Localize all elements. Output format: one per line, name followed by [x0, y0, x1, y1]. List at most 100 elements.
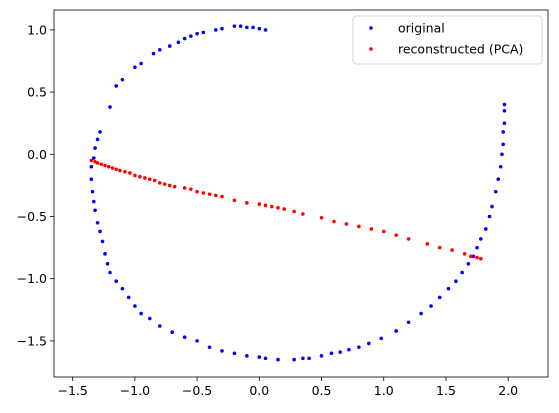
reconstructed-point: [99, 162, 104, 167]
original-point: [120, 286, 125, 291]
original-point: [133, 65, 137, 70]
reconstructed-point: [369, 227, 374, 231]
x-tick-label: 2.0: [498, 383, 518, 398]
reconstructed-point: [344, 222, 349, 226]
reconstructed-point: [450, 248, 454, 252]
original-point: [213, 28, 218, 32]
reconstructed-point: [201, 191, 206, 195]
reconstructed-point: [437, 245, 442, 250]
original-point: [95, 137, 100, 142]
original-point: [92, 199, 96, 204]
reconstructed-point: [106, 164, 111, 169]
reconstructed-point: [123, 169, 127, 174]
original-point: [232, 351, 237, 356]
reconstructed-point: [195, 189, 199, 194]
original-point: [151, 51, 156, 56]
original-point: [446, 286, 451, 291]
original-point: [245, 354, 249, 358]
original-point: [93, 146, 97, 150]
original-point: [307, 356, 311, 361]
original-point: [220, 349, 224, 353]
original-point: [493, 189, 498, 194]
axes-frame: [53, 9, 549, 378]
original-point: [498, 164, 503, 169]
original-point: [502, 121, 507, 126]
x-tick-label: −1.5: [57, 383, 87, 398]
original-point: [437, 295, 442, 300]
original-point: [114, 279, 119, 284]
original-point: [479, 237, 483, 241]
reconstructed-point: [257, 202, 262, 206]
x-tick-label: 1.0: [374, 383, 394, 398]
reconstructed-point: [114, 167, 119, 172]
legend-label-reconstructed: reconstructed (PCA): [398, 42, 523, 57]
reconstructed-point: [89, 158, 94, 163]
x-tick-label: −0.5: [182, 383, 212, 398]
reconstructed-point: [245, 201, 249, 205]
original-point: [454, 279, 458, 284]
original-point: [496, 177, 501, 181]
reconstructed-point: [232, 198, 237, 203]
y-tick-label: 1.0: [27, 22, 47, 37]
reconstructed-point: [475, 255, 479, 260]
original-point: [157, 324, 162, 328]
original-point: [471, 254, 476, 259]
reconstructed-point: [292, 209, 296, 214]
original-point: [319, 354, 324, 358]
reconstructed-point: [143, 176, 147, 180]
original-point: [502, 102, 507, 107]
reconstructed-point: [479, 257, 483, 261]
original-point: [276, 357, 280, 362]
legend-box: [352, 15, 543, 65]
reconstructed-point: [220, 194, 224, 199]
plot-area: [89, 24, 507, 362]
original-point: [460, 270, 464, 275]
x-tick-label: 0.5: [312, 383, 332, 398]
legend-marker-reconstructed: [369, 47, 373, 51]
original-point: [108, 270, 112, 275]
y-tick-label: 0.0: [27, 147, 47, 162]
original-point: [379, 336, 384, 341]
reconstructed-point: [301, 212, 305, 216]
reconstructed-point: [406, 237, 411, 241]
reconstructed-point: [469, 254, 473, 259]
original-point: [232, 24, 237, 28]
original-point: [475, 245, 479, 250]
x-tick-label: 0.0: [249, 383, 269, 398]
original-point: [419, 311, 423, 316]
original-point: [170, 330, 175, 335]
axis-ticks: −1.5 −1.0 −0.5 0.0 0.5 1.0 1.5 2.0 1.0 0.5 0.0 −0.5…: [17, 22, 519, 398]
original-point: [394, 329, 398, 333]
original-point: [257, 355, 262, 359]
original-point: [126, 295, 131, 300]
reconstructed-point: [182, 186, 187, 190]
original-point: [483, 227, 488, 231]
reconstructed-point: [263, 203, 268, 208]
original-point: [357, 345, 361, 349]
legend: original reconstructed (PCA): [352, 15, 543, 65]
original-point: [238, 24, 243, 28]
reconstructed-point: [207, 192, 212, 196]
original-point: [139, 311, 143, 316]
reconstructed-point: [103, 163, 107, 168]
original-point: [501, 142, 506, 147]
original-point: [195, 339, 199, 343]
y-tick-label: 0.5: [27, 85, 47, 100]
reconstructed-point: [138, 174, 142, 179]
reconstructed-point: [152, 178, 157, 183]
original-point: [133, 304, 137, 308]
original-point: [95, 220, 100, 225]
original-point: [251, 25, 255, 30]
original-point: [90, 189, 95, 194]
original-point: [429, 304, 433, 308]
original-point: [220, 26, 224, 31]
original-point: [98, 229, 102, 234]
original-point: [329, 351, 334, 356]
reconstructed-point: [133, 173, 137, 178]
original-point: [182, 335, 187, 339]
original-point: [245, 25, 249, 30]
original-point: [176, 40, 181, 45]
original-point: [347, 347, 351, 352]
y-tick-label: −1.5: [17, 333, 47, 348]
